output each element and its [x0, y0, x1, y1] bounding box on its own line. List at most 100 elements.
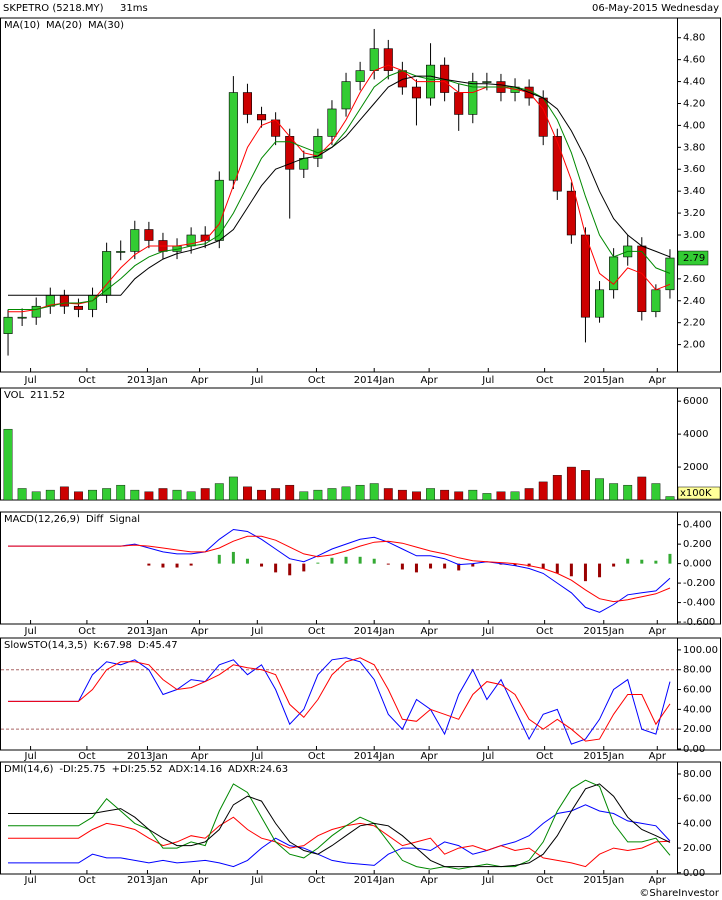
x-tick-label: Apr	[649, 875, 667, 886]
y-tick-label: 0.400	[683, 520, 712, 531]
x-tick-label: 2014Jan	[354, 375, 395, 386]
volume-bar	[581, 470, 590, 501]
x-tick-label: Jul	[24, 751, 37, 762]
series-line	[8, 535, 671, 603]
histogram-bar	[414, 563, 418, 573]
series-line	[8, 657, 671, 745]
histogram-bar	[612, 563, 616, 567]
candle-body	[242, 92, 252, 115]
histogram-bar	[569, 563, 573, 577]
candle-body	[355, 70, 365, 82]
x-tick-label: Jul	[250, 626, 263, 637]
candle-body	[31, 305, 41, 318]
candle-body	[228, 92, 238, 181]
x-tick-label: Oct	[308, 751, 325, 762]
volume-bar	[228, 476, 238, 501]
histogram-bar	[541, 563, 545, 569]
volume-bar	[88, 489, 97, 501]
x-tick-label: Jul	[250, 375, 263, 386]
volume-bar	[369, 483, 379, 501]
y-tick-label: 2.60	[683, 274, 705, 285]
candle-body	[144, 229, 154, 241]
x-tick-label: Oct	[78, 875, 95, 886]
volume-bar	[17, 488, 27, 501]
candle-body	[580, 234, 590, 318]
x-tick-label: 2015Jan	[583, 875, 624, 886]
volume-bar	[510, 491, 520, 501]
candle-body	[595, 289, 605, 318]
histogram-bar	[302, 563, 306, 572]
volume-bar	[59, 486, 69, 501]
series-line	[8, 783, 671, 868]
x-tick-label: Jul	[24, 375, 37, 386]
y-tick-label: -0.400	[683, 598, 715, 609]
candle-body	[651, 289, 661, 313]
histogram-bar	[654, 560, 658, 564]
volume-bar	[144, 491, 154, 501]
y-tick-label: 2000	[683, 462, 708, 473]
histogram-bar	[344, 556, 348, 564]
histogram-bar	[429, 563, 433, 569]
x-tick-label: 2013Jan	[127, 626, 168, 637]
volume-bar	[74, 491, 83, 501]
legend-label: DMI(14,6)	[4, 764, 53, 775]
volume-bar	[355, 484, 365, 501]
legend-label: K:67.98	[93, 640, 132, 651]
volume-bar	[496, 491, 506, 501]
volume-bar	[271, 488, 281, 501]
volume-bar	[341, 486, 351, 501]
histogram-bar	[640, 559, 644, 564]
y-tick-label: 80.00	[683, 769, 712, 780]
y-tick-label: 3.80	[683, 142, 705, 153]
histogram-bar	[372, 558, 376, 564]
unit-label: x100K	[680, 488, 712, 499]
volume-bar	[45, 489, 55, 501]
x-tick-label: 2013Jan	[127, 875, 168, 886]
volume-bar	[665, 496, 675, 501]
legend-label: SlowSTO(14,3,5)	[4, 640, 87, 651]
volume-bar	[412, 491, 421, 501]
x-tick-label: Apr	[191, 751, 209, 762]
y-tick-label: 6000	[683, 396, 708, 407]
y-tick-label: 80.00	[683, 665, 712, 676]
legend-label: MA(30)	[88, 20, 124, 31]
volume-bar	[566, 466, 576, 501]
footer: ©ShareInvestor	[639, 888, 719, 899]
series-line	[8, 64, 671, 313]
histogram-bar	[555, 563, 559, 574]
y-tick-label: 2.40	[683, 296, 705, 307]
x-tick-label: Apr	[420, 875, 438, 886]
x-tick-label: Oct	[308, 375, 325, 386]
x-tick-label: Jul	[24, 626, 37, 637]
legend-label: 211.52	[30, 390, 65, 401]
candle-body	[454, 92, 464, 115]
volume-bar	[327, 488, 337, 501]
histogram-bar	[274, 563, 278, 573]
histogram-bar	[147, 563, 151, 566]
histogram-bar	[400, 563, 404, 570]
series-line	[8, 816, 671, 868]
y-tick-label: 4.00	[683, 120, 705, 131]
volume-bar	[637, 476, 647, 501]
y-tick-label: -0.200	[683, 578, 715, 589]
histogram-bar	[513, 563, 517, 566]
y-tick-label: 2.20	[683, 318, 705, 329]
x-tick-label: Jul	[481, 375, 494, 386]
volume-bar	[538, 481, 548, 501]
y-tick-label: 0.000	[683, 559, 712, 570]
candle-body	[538, 97, 548, 137]
panel-frame	[0, 761, 721, 875]
legend-label: Diff	[86, 514, 104, 525]
y-tick-label: 20.00	[683, 724, 712, 735]
x-tick-label: Apr	[649, 375, 667, 386]
y-tick-label: 4.40	[683, 77, 705, 88]
volume-bar	[172, 489, 182, 501]
candle-body	[130, 229, 140, 252]
candle-body	[383, 48, 393, 71]
histogram-bar	[260, 563, 264, 567]
legend-label: Signal	[109, 514, 140, 525]
volume-bar	[257, 489, 266, 501]
candle-body	[102, 251, 112, 296]
volume-bar	[426, 488, 435, 501]
